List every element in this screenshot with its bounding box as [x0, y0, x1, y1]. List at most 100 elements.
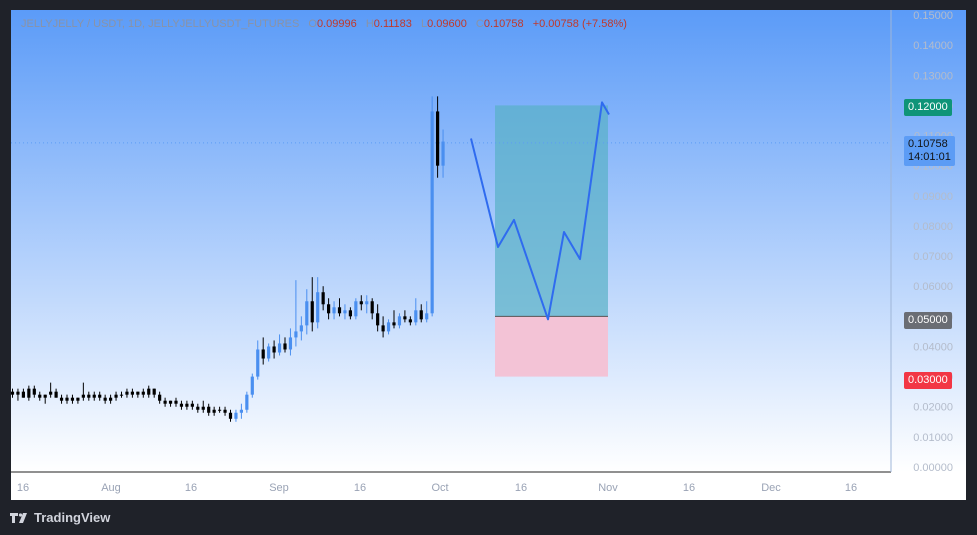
symbol-title: JELLYJELLY / USDT, 1D, JELLYJELLYUSDT_FU… [21, 18, 300, 30]
candle-body [136, 391, 140, 395]
candle-body [114, 394, 118, 398]
candle-body [223, 409, 227, 413]
candle-body [207, 406, 211, 413]
candle-body [441, 141, 445, 166]
candle-body [174, 400, 178, 404]
y-tick-label: 0.09000 [913, 191, 953, 203]
candle-body [49, 391, 53, 395]
y-tick-label: 0.14000 [913, 40, 953, 52]
entry-price-tag: 0.05000 [904, 312, 952, 329]
candle-body [261, 349, 265, 359]
candle-body [27, 388, 31, 398]
high-label: H [365, 18, 374, 30]
y-tick-label: 0.06000 [913, 281, 953, 293]
y-tick-label: 0.04000 [913, 341, 953, 353]
candle-body [125, 391, 129, 395]
x-tick-label: 16 [845, 482, 857, 494]
candle-body [38, 394, 42, 398]
low-value: 0.09600 [427, 18, 467, 30]
candle-body [267, 346, 271, 359]
tradingview-branding[interactable]: TradingView [10, 510, 110, 525]
candle-body [119, 394, 124, 396]
stop-price-tag: 0.03000 [904, 372, 952, 389]
y-tick-label: 0.07000 [913, 251, 953, 263]
candle-body [16, 391, 20, 395]
y-tick-label: 0.01000 [913, 432, 953, 444]
candle-body [103, 397, 107, 401]
candle-body [283, 343, 287, 350]
high-value: 0.11183 [373, 18, 412, 30]
last-price-value: 0.10758 [908, 138, 948, 150]
candle-body [430, 111, 434, 314]
candle-body [212, 409, 216, 413]
candle-body [163, 400, 167, 404]
candle-body [425, 313, 429, 320]
loss-zone [495, 316, 608, 377]
candle-body [76, 397, 80, 401]
y-tick-label: 0.02000 [913, 402, 953, 414]
candle-body [168, 400, 173, 404]
candle-body [436, 111, 440, 166]
x-tick-label: 16 [185, 482, 197, 494]
candle-body [141, 391, 145, 395]
candle-body [185, 403, 189, 407]
chart-frame[interactable]: 0.150000.140000.130000.120000.110000.100… [11, 10, 966, 500]
candle-body [294, 331, 298, 338]
y-tick-label: 0.00000 [913, 462, 953, 474]
x-tick-label: 16 [683, 482, 695, 494]
candle-body [11, 391, 15, 395]
candle-body [92, 394, 96, 398]
candle-body [381, 325, 385, 332]
low-label: L [420, 18, 428, 30]
candle-body [376, 313, 380, 326]
candle-body [245, 394, 249, 410]
candle-body [386, 322, 391, 332]
y-tick-label: 0.15000 [913, 10, 953, 22]
countdown-timer: 14:01:01 [908, 151, 951, 163]
x-tick-label: Oct [431, 482, 448, 494]
candle-body [81, 394, 85, 398]
candle-body [392, 322, 396, 326]
candle-body [98, 394, 102, 398]
candle-body [403, 316, 407, 320]
last-price-tag: 0.10758 14:01:01 [904, 136, 955, 166]
candle-body [234, 412, 238, 419]
candle-body [190, 403, 194, 407]
x-tick-label: 16 [354, 482, 366, 494]
candle-body [299, 325, 303, 332]
candle-body [201, 406, 205, 410]
candle-body [158, 394, 162, 401]
candle-body [310, 301, 314, 323]
projected-path-arrow [470, 101, 610, 321]
chart-background [11, 10, 966, 472]
candle-body [228, 412, 233, 419]
candle-body [305, 301, 309, 326]
candle-body [130, 391, 134, 395]
change-value: +0.00758 (+7.58%) [532, 18, 627, 30]
profit-zone [495, 105, 608, 317]
candle-body [316, 292, 320, 323]
close-value: 0.10758 [483, 18, 524, 30]
x-tick-label: Dec [761, 482, 781, 494]
target-price-tag: 0.12000 [904, 99, 952, 116]
candle-body [32, 388, 36, 395]
candle-body [147, 388, 151, 395]
x-tick-label: 16 [515, 482, 527, 494]
x-tick-label: Nov [598, 482, 618, 494]
x-tick-label: Sep [269, 482, 289, 494]
candle-body [256, 349, 260, 377]
candle-body [365, 301, 369, 305]
candle-body [21, 391, 25, 398]
price-chart[interactable]: 0.150000.140000.130000.120000.110000.100… [11, 10, 966, 500]
close-label: C [475, 18, 484, 30]
tradingview-logo-icon [10, 512, 27, 523]
x-tick-label: 16 [17, 482, 29, 494]
candle-body [70, 397, 75, 401]
candle-body [87, 394, 91, 398]
candle-body [327, 304, 331, 314]
candle-body [343, 310, 347, 314]
candle-body [65, 397, 69, 401]
candle-body [179, 403, 184, 407]
open-value: 0.09996 [316, 18, 357, 30]
candle-body [408, 319, 412, 323]
